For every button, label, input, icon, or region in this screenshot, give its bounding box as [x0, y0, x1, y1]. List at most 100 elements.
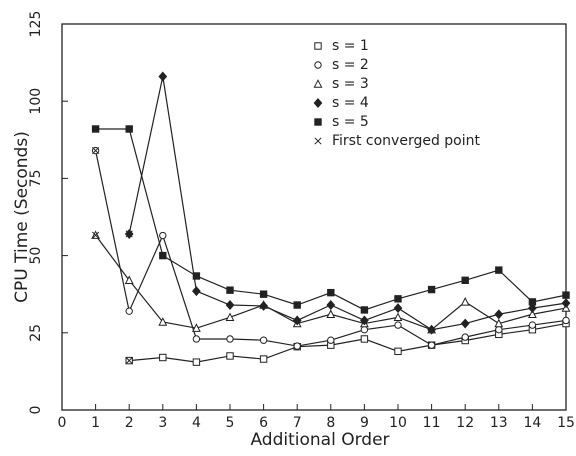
data-point	[92, 231, 100, 239]
y-tick-label: 25	[28, 324, 44, 342]
legend-label: s = 4	[332, 95, 369, 111]
data-point	[158, 317, 168, 326]
data-point	[460, 318, 470, 329]
data-point	[461, 276, 469, 285]
data-point	[226, 335, 234, 343]
data-point	[259, 355, 268, 363]
data-point	[494, 318, 504, 328]
legend-label: s = 2	[332, 57, 369, 73]
data-point	[125, 125, 133, 133]
data-point	[259, 336, 268, 344]
data-point	[293, 342, 301, 350]
x-tick-label: 6	[259, 415, 268, 431]
data-point	[226, 286, 234, 294]
legend-label: s = 3	[332, 76, 369, 92]
data-point	[259, 300, 268, 311]
data-point	[427, 341, 436, 349]
data-point	[562, 316, 570, 325]
data-point	[159, 251, 167, 260]
x-tick-label: 12	[456, 415, 474, 431]
x-tick-label: 4	[192, 415, 201, 431]
data-point	[159, 353, 167, 362]
y-axis-label: CPU Time (Seconds)	[12, 131, 32, 303]
data-point	[528, 298, 537, 306]
data-point	[360, 326, 369, 334]
data-point	[495, 266, 503, 274]
data-point	[461, 333, 469, 341]
data-point	[326, 300, 336, 310]
y-tick-label: 50	[28, 247, 44, 265]
data-point	[527, 309, 537, 318]
x-tick-label: 14	[523, 415, 541, 431]
series-line	[128, 76, 567, 331]
data-point	[394, 321, 402, 329]
data-point	[327, 336, 335, 344]
x-tick-label: 8	[326, 415, 335, 431]
legend-marker	[314, 137, 322, 145]
legend-marker	[313, 79, 323, 88]
x-tick-label: 2	[125, 415, 134, 431]
data-point	[225, 300, 235, 310]
legend-marker	[314, 42, 322, 50]
data-point	[327, 288, 335, 297]
legend-marker	[313, 98, 323, 108]
data-point	[226, 352, 234, 360]
data-point	[159, 231, 167, 240]
data-point	[259, 290, 268, 298]
data-point	[92, 147, 100, 155]
x-tick-label: 0	[58, 415, 67, 431]
plot-frame	[61, 23, 567, 411]
data-point	[495, 326, 503, 334]
x-axis-label: Additional Order	[250, 430, 389, 450]
legend-label: s = 1	[332, 38, 369, 54]
data-point	[192, 286, 201, 297]
data-point	[393, 303, 403, 314]
legend-marker	[314, 61, 322, 69]
data-point	[562, 291, 570, 299]
data-point	[360, 306, 369, 314]
data-point	[124, 275, 134, 285]
data-point	[125, 357, 133, 365]
series-line	[129, 322, 567, 363]
data-point	[394, 347, 402, 356]
data-point	[125, 230, 133, 238]
data-point	[125, 307, 133, 315]
data-point	[528, 303, 537, 314]
data-point	[494, 309, 504, 320]
data-point	[326, 309, 336, 318]
data-point	[528, 321, 537, 329]
data-point	[292, 315, 302, 326]
data-point	[158, 71, 168, 82]
legend-marker	[314, 118, 322, 126]
x-tick-label: 11	[423, 415, 441, 431]
x-tick-label: 5	[226, 415, 235, 431]
x-tick-label: 7	[293, 415, 302, 431]
data-point	[360, 315, 369, 326]
y-tick-label: 0	[28, 406, 44, 415]
data-point	[192, 272, 201, 280]
data-point	[393, 312, 403, 322]
data-point	[394, 295, 402, 303]
legend-label: s = 5	[332, 114, 369, 130]
data-point	[293, 301, 301, 309]
legend-label: First converged point	[332, 133, 481, 149]
data-point	[192, 358, 201, 366]
data-point	[191, 323, 201, 332]
x-tick-label: 3	[158, 415, 167, 431]
x-tick-label: 9	[360, 415, 369, 431]
y-tick-label: 100	[28, 88, 44, 115]
data-point	[192, 335, 201, 343]
x-tick-label: 10	[389, 415, 407, 431]
data-point	[427, 285, 436, 294]
x-tick-label: 1	[91, 415, 100, 431]
y-tick-label: 75	[28, 169, 44, 187]
x-tick-label: 15	[557, 415, 575, 431]
data-point	[225, 312, 235, 322]
x-tick-label: 13	[490, 415, 508, 431]
data-point	[427, 324, 436, 335]
y-tick-label: 125	[28, 11, 44, 38]
data-point	[460, 297, 470, 306]
data-point	[92, 125, 100, 133]
